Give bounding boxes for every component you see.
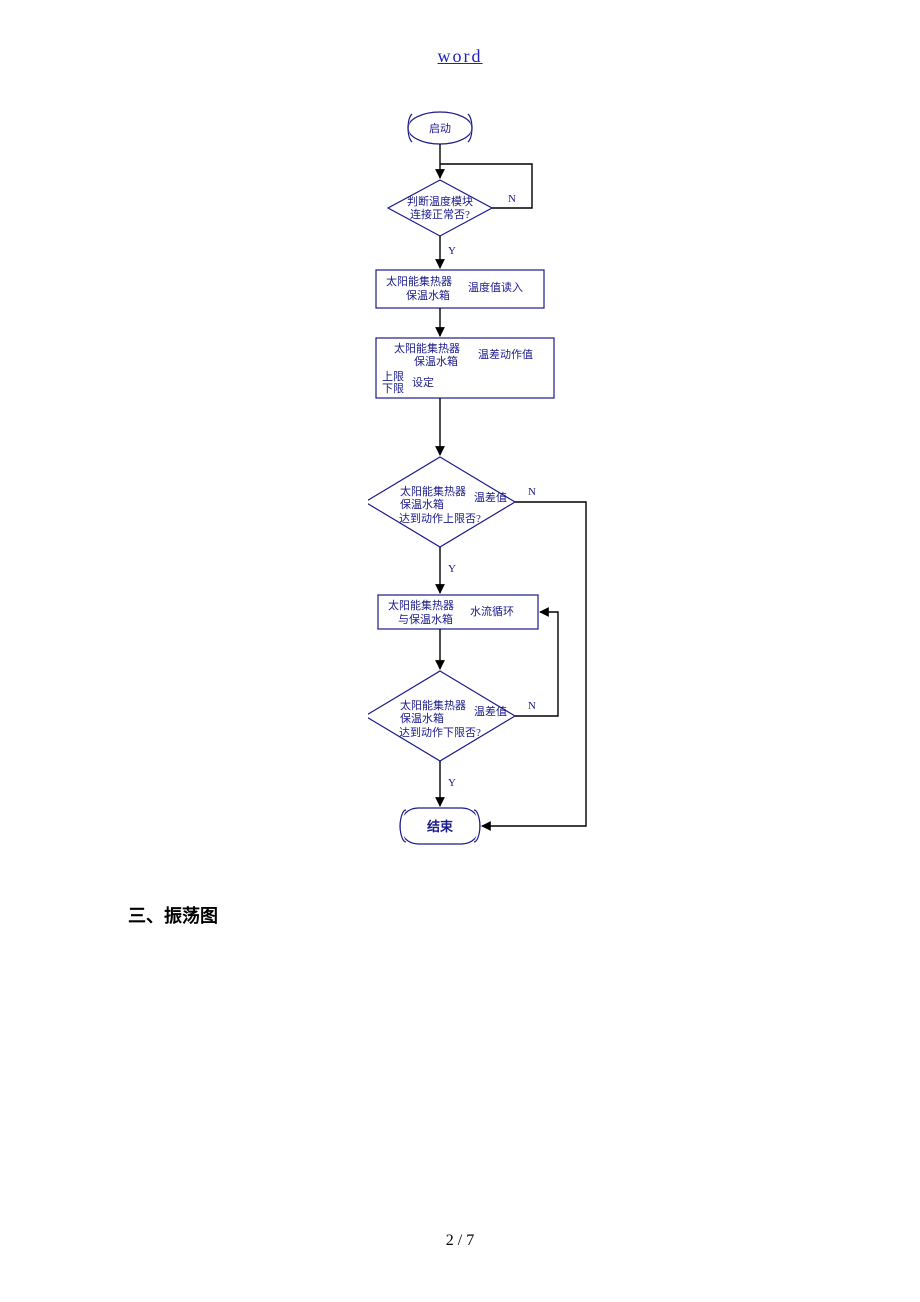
svg-text:设定: 设定: [412, 375, 434, 389]
svg-text:判断温度模块: 判断温度模块: [407, 194, 473, 208]
edge-d3-y: Y: [440, 761, 456, 806]
edge-d2-y: Y: [440, 547, 456, 593]
svg-text:太阳能集热器: 太阳能集热器: [386, 274, 452, 288]
svg-text:温度值读入: 温度值读入: [468, 280, 523, 294]
svg-text:温差值: 温差值: [474, 704, 507, 718]
svg-text:达到动作下限否?: 达到动作下限否?: [399, 726, 481, 739]
svg-text:Y: Y: [448, 563, 456, 575]
svg-text:太阳能集热器: 太阳能集热器: [388, 598, 454, 612]
svg-text:Y: Y: [448, 777, 456, 789]
svg-text:温差值: 温差值: [474, 490, 507, 504]
svg-text:保温水箱: 保温水箱: [400, 711, 444, 725]
svg-text:与保温水箱: 与保温水箱: [398, 612, 453, 626]
svg-text:N: N: [528, 486, 536, 498]
svg-text:下限: 下限: [382, 382, 404, 395]
svg-text:保温水箱: 保温水箱: [406, 288, 450, 302]
start-node: 启动: [408, 112, 472, 144]
edge-d2-n: N: [482, 486, 586, 826]
svg-text:上限: 上限: [382, 370, 404, 383]
header-link: word: [438, 46, 483, 67]
process-2: 太阳能集热器 温差动作值 保温水箱 上限 设定 下限: [376, 338, 554, 398]
svg-text:保温水箱: 保温水箱: [400, 497, 444, 511]
svg-text:水流循环: 水流循环: [470, 604, 514, 618]
end-label: 结束: [427, 819, 454, 834]
svg-text:太阳能集热器: 太阳能集热器: [394, 341, 460, 355]
decision-1: 判断温度模块 连接正常否?: [388, 180, 492, 236]
end-node: 结束: [400, 808, 480, 844]
svg-text:N: N: [508, 193, 516, 205]
process-1: 太阳能集热器 温度值读入 保温水箱: [376, 270, 544, 308]
svg-text:温差动作值: 温差动作值: [478, 347, 533, 361]
svg-text:连接正常否?: 连接正常否?: [410, 208, 470, 221]
edge-d1-y: Y: [440, 236, 456, 268]
decision-2: 太阳能集热器 温差值 保温水箱 达到动作上限否?: [368, 457, 515, 547]
process-3: 太阳能集热器 水流循环 与保温水箱: [378, 595, 538, 629]
svg-text:达到动作上限否?: 达到动作上限否?: [399, 512, 481, 525]
svg-text:太阳能集热器: 太阳能集热器: [400, 698, 466, 712]
page-number: 2 / 7: [446, 1232, 474, 1250]
decision-3: 太阳能集热器 温差值 保温水箱 达到动作下限否?: [368, 671, 515, 761]
flowchart: 启动 判断温度模块 连接正常否? N Y 太阳能集热器 温度值读入 保温水箱 太…: [368, 102, 668, 892]
svg-text:Y: Y: [448, 245, 456, 257]
svg-text:保温水箱: 保温水箱: [414, 354, 458, 368]
start-label: 启动: [429, 122, 451, 135]
svg-text:N: N: [528, 700, 536, 712]
section-heading: 三、振荡图: [128, 902, 218, 928]
svg-text:太阳能集热器: 太阳能集热器: [400, 484, 466, 498]
